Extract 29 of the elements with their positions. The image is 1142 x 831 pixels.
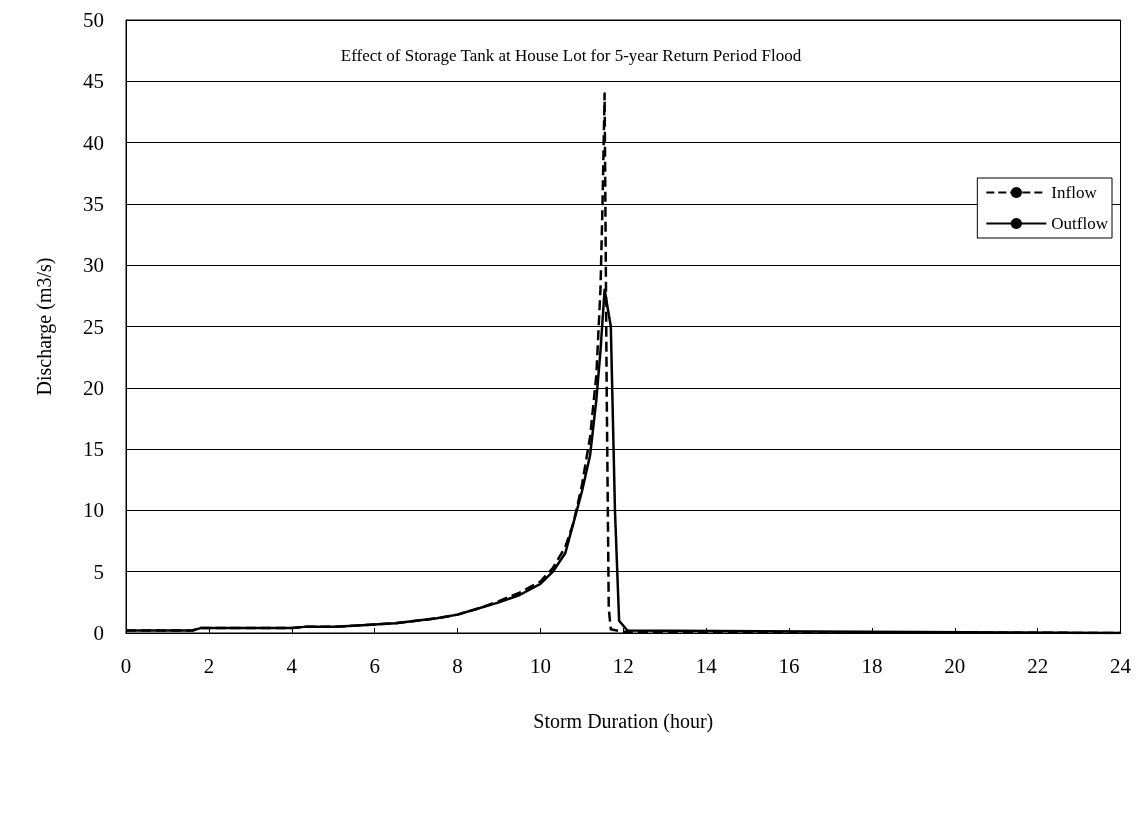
y-tick-label: 5	[93, 559, 104, 584]
x-axis-title: Storm Duration (hour)	[533, 710, 714, 733]
x-tick-label: 10	[529, 653, 551, 678]
y-tick-label: 40	[83, 130, 104, 155]
x-tick-label: 16	[778, 653, 800, 678]
x-tick-label: 14	[695, 653, 718, 678]
x-tick-label: 6	[369, 653, 380, 678]
y-tick-label: 45	[83, 69, 104, 94]
y-tick-label: 50	[83, 8, 104, 32]
x-tick-label: 22	[1027, 653, 1049, 678]
x-tick-label: 12	[612, 653, 634, 678]
x-tick-label: 24	[1110, 653, 1132, 678]
y-tick-label: 15	[83, 437, 104, 462]
y-tick-label: 20	[83, 375, 104, 400]
y-tick-label: 30	[83, 253, 104, 278]
x-tick-label: 2	[203, 653, 215, 678]
text: Effect of Storage Tank at House Lot for 5-year Return Period Flood	[340, 46, 802, 65]
x-tick-label: 20	[944, 653, 966, 678]
legend-label: Inflow	[1051, 183, 1098, 202]
y-tick-label: 35	[83, 191, 104, 216]
x-tick-label: 18	[861, 653, 883, 678]
y-tick-label: 25	[83, 314, 104, 339]
y-axis-title: Discharge (m3/s)	[33, 257, 56, 396]
y-tick-label: 0	[93, 621, 104, 645]
x-tick-label: 0	[120, 653, 132, 678]
y-tick-label: 10	[83, 498, 104, 523]
legend-label: Outflow	[1051, 214, 1109, 233]
x-tick-label: 8	[452, 653, 463, 678]
x-tick-label: 4	[286, 653, 298, 678]
